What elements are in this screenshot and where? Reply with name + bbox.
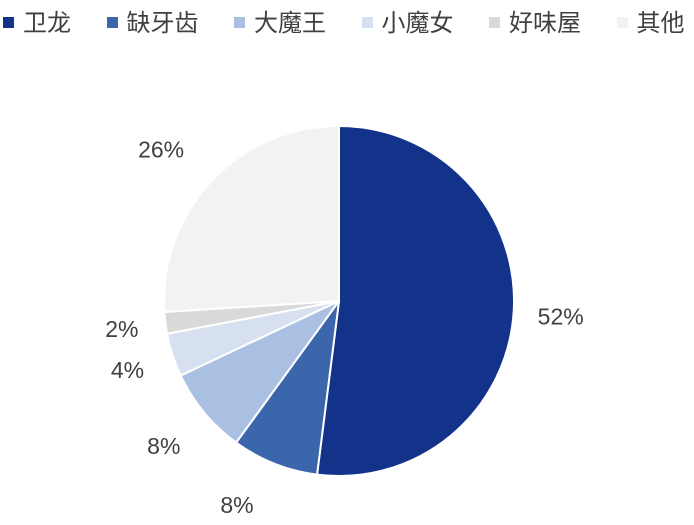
- svg-text:2%: 2%: [105, 316, 138, 342]
- svg-text:26%: 26%: [138, 137, 184, 163]
- svg-text:52%: 52%: [538, 303, 584, 329]
- svg-text:8%: 8%: [220, 492, 253, 518]
- svg-text:8%: 8%: [147, 433, 180, 459]
- svg-text:4%: 4%: [111, 357, 144, 383]
